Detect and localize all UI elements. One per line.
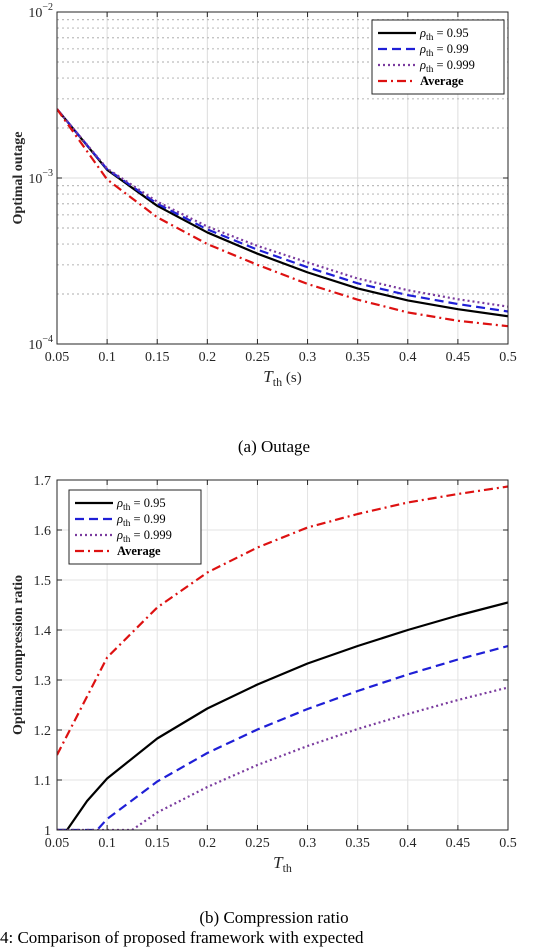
y-tick-label: 1.2 bbox=[34, 724, 52, 739]
caption-compression-ratio: (b) Compression ratio bbox=[199, 908, 349, 927]
legend-label-value: = 0.999 bbox=[130, 528, 171, 542]
series-line bbox=[57, 644, 508, 830]
x-tick-label: 0.45 bbox=[446, 836, 471, 851]
legend-label-name: Average bbox=[117, 544, 161, 558]
legend-label: ρth = 0.95 bbox=[419, 26, 469, 43]
x-tick-label: 0.35 bbox=[345, 836, 370, 851]
y-tick-label: 1.1 bbox=[34, 774, 52, 789]
x-tick-label: 0.05 bbox=[45, 350, 70, 365]
y-axis-label: Optimal outage bbox=[11, 132, 26, 225]
axes-frame bbox=[56, 479, 509, 831]
legend-label-sub: th bbox=[426, 33, 434, 43]
chart-compression-ratio: 0.05 0.1 0.15 0.2 0.25 0.3 0.35 0.4 0.45 0.5 1 1.1 1… bbox=[11, 474, 517, 875]
series-line bbox=[57, 108, 508, 328]
legend-label-value: = 0.95 bbox=[130, 496, 165, 510]
x-axis-label: Tth bbox=[273, 853, 292, 875]
legend-label-name: ρ bbox=[419, 42, 426, 56]
legend-label-name: Average bbox=[420, 74, 464, 88]
x-axis-label-main: T bbox=[273, 853, 284, 872]
x-axis-label-sub: th bbox=[273, 375, 282, 389]
legend-label-name: ρ bbox=[116, 496, 123, 510]
x-axis-label-unit: (s) bbox=[282, 370, 302, 386]
y-tick-exponent: −4 bbox=[42, 334, 53, 345]
legend-label-value: = 0.95 bbox=[433, 26, 468, 40]
y-tick-label: 10−3 bbox=[28, 168, 53, 187]
legend-label: Average bbox=[117, 544, 161, 558]
legend-label-value: = 0.99 bbox=[130, 512, 165, 526]
legend-label: ρth = 0.999 bbox=[116, 528, 172, 545]
x-tick-label: 0.35 bbox=[345, 350, 370, 365]
series-line bbox=[57, 601, 508, 830]
y-tick-label: 1.5 bbox=[34, 574, 52, 589]
x-tick-label: 0.5 bbox=[499, 350, 517, 365]
legend-label-sub: th bbox=[426, 65, 434, 75]
y-tick-label: 10−2 bbox=[28, 2, 53, 21]
y-tick-exponent: −3 bbox=[42, 168, 53, 179]
x-axis-label-main: T bbox=[263, 367, 274, 386]
legend-label-name: ρ bbox=[419, 26, 426, 40]
x-axis-label: Tth (s) bbox=[263, 367, 301, 389]
y-tick-exponent: −2 bbox=[42, 2, 53, 13]
series-line bbox=[57, 686, 508, 830]
y-tick-base: 10 bbox=[28, 172, 42, 187]
x-tick-label: 0.4 bbox=[399, 350, 417, 365]
legend-label-sub: th bbox=[123, 503, 131, 513]
x-tick-label: 0.2 bbox=[199, 836, 217, 851]
legend-label-value: = 0.99 bbox=[433, 42, 468, 56]
y-axis-label: Optimal compression ratio bbox=[11, 575, 26, 735]
x-tick-label: 0.45 bbox=[446, 350, 471, 365]
y-tick-base: 10 bbox=[28, 338, 42, 353]
legend-label-name: ρ bbox=[116, 512, 123, 526]
x-tick-label: 0.15 bbox=[145, 350, 170, 365]
legend-label: ρth = 0.99 bbox=[116, 512, 166, 529]
x-tick-label: 0.25 bbox=[245, 836, 270, 851]
series-line bbox=[57, 485, 508, 756]
x-tick-label: 0.5 bbox=[499, 836, 517, 851]
legend-label-sub: th bbox=[123, 519, 131, 529]
x-tick-label: 0.1 bbox=[98, 350, 116, 365]
x-tick-label: 0.05 bbox=[45, 836, 70, 851]
y-tick-label: 1.7 bbox=[34, 474, 52, 489]
chart-outage: 0.05 0.1 0.15 0.2 0.25 0.3 0.35 0.4 0.45 0.510−21… bbox=[11, 2, 517, 389]
y-tick-label: 10−4 bbox=[28, 334, 53, 353]
legend-label: ρth = 0.99 bbox=[419, 42, 469, 59]
legend-label-name: ρ bbox=[116, 528, 123, 542]
legend-label: ρth = 0.95 bbox=[116, 496, 166, 513]
legend-label-sub: th bbox=[426, 49, 434, 59]
series-line bbox=[57, 108, 508, 318]
legend-label-value: = 0.999 bbox=[433, 58, 474, 72]
legend-label: Average bbox=[420, 74, 464, 88]
legend-label-sub: th bbox=[123, 535, 131, 545]
caption-outage: (a) Outage bbox=[237, 437, 311, 456]
x-tick-label: 0.2 bbox=[199, 350, 217, 365]
legend-label-name: ρ bbox=[419, 58, 426, 72]
legend-label: ρth = 0.999 bbox=[419, 58, 475, 75]
y-tick-label: 1.3 bbox=[34, 674, 52, 689]
x-tick-label: 0.1 bbox=[98, 836, 116, 851]
x-tick-label: 0.4 bbox=[399, 836, 417, 851]
x-tick-label: 0.3 bbox=[299, 836, 317, 851]
x-tick-label: 0.25 bbox=[245, 350, 270, 365]
x-tick-label: 0.15 bbox=[145, 836, 170, 851]
y-tick-label: 1.6 bbox=[34, 524, 52, 539]
x-axis-label-sub: th bbox=[283, 861, 292, 875]
y-tick-label: 1 bbox=[44, 824, 51, 839]
y-tick-label: 1.4 bbox=[34, 624, 52, 639]
x-tick-label: 0.3 bbox=[299, 350, 317, 365]
figure-caption-fragment: 4: Comparison of proposed framework with… bbox=[0, 928, 364, 947]
y-tick-base: 10 bbox=[28, 6, 42, 21]
